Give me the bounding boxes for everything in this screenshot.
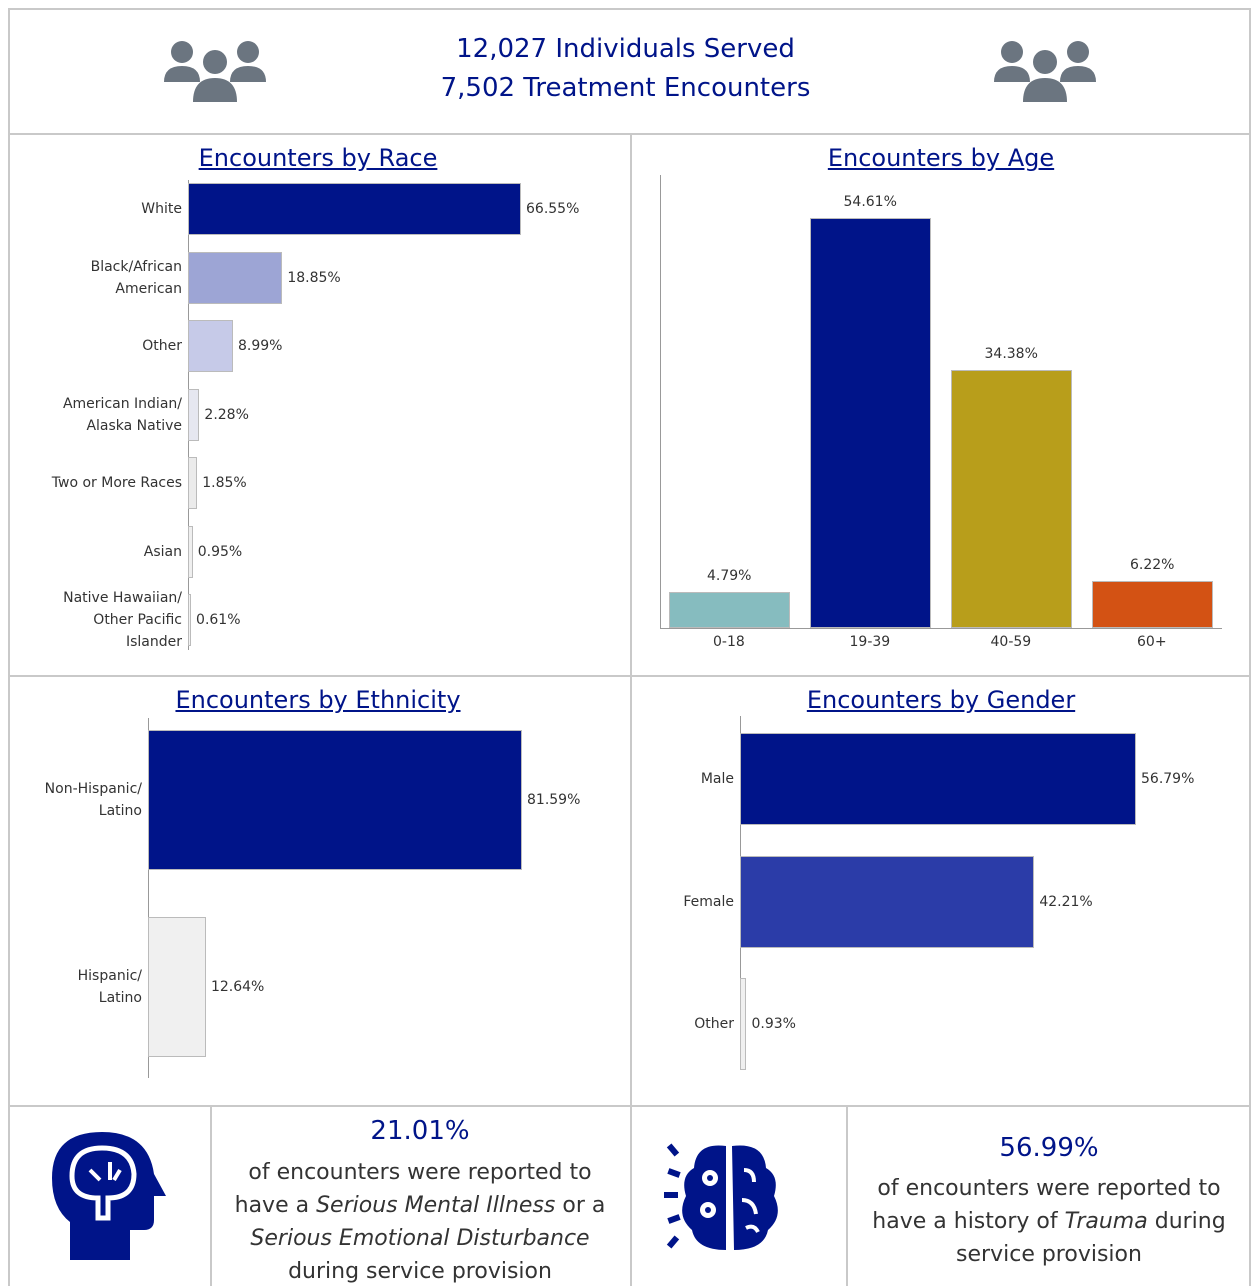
value-label: 66.55% <box>526 201 580 217</box>
category-label: American Indian/ Alaska Native <box>62 395 182 434</box>
header-line: 7,502 Treatment Encounters <box>440 73 811 103</box>
bar <box>740 733 1136 825</box>
stat-text-part: Trauma <box>1064 1209 1148 1234</box>
bar <box>188 594 192 646</box>
stat-text-part: of encounters were reported to have a hi… <box>872 1176 1221 1234</box>
value-label: 8.99% <box>237 338 283 354</box>
category-label: 19-39 <box>849 634 891 650</box>
stat-text-part: of encounters were reported to have a <box>234 1160 592 1218</box>
axis-line <box>660 175 661 628</box>
value-label: 12.64% <box>210 979 265 995</box>
category-label: Hispanic/ Latino <box>77 968 142 1006</box>
category-label: Two or More Races <box>51 475 182 491</box>
bar <box>148 730 522 870</box>
bar <box>188 525 193 578</box>
axis-line <box>148 718 149 1078</box>
bar <box>188 320 233 372</box>
axis-line <box>660 628 1222 629</box>
value-label: 0.95% <box>197 543 243 560</box>
category-label: Other <box>694 1016 734 1032</box>
category-label: 60+ <box>1137 634 1167 650</box>
category-label: White <box>141 201 182 217</box>
stat-text: of encounters were reported to have a Se… <box>230 1156 610 1286</box>
brain-icon <box>664 1143 778 1250</box>
bar <box>188 388 200 441</box>
category-label: Asian <box>143 543 182 560</box>
value-label: 54.61% <box>843 194 897 210</box>
chart-title: Encounters by Gender <box>806 686 1076 714</box>
category-label: Native Hawaiian/ Other Pacific Islander <box>63 590 182 650</box>
value-label: 6.22% <box>1130 557 1175 574</box>
value-label: 81.59% <box>527 792 581 808</box>
bar <box>188 457 198 509</box>
value-label: 42.21% <box>1039 893 1093 910</box>
chart-title: Encounters by Race <box>198 144 438 172</box>
chart-title: Encounters by Age <box>827 144 1055 172</box>
stat-value: 21.01% <box>370 1116 470 1146</box>
bar <box>148 917 206 1057</box>
stat-value: 56.99% <box>999 1133 1099 1163</box>
bar <box>668 592 790 628</box>
bar <box>1091 581 1213 628</box>
value-label: 34.38% <box>984 345 1038 362</box>
stat-text-part: during service provision <box>288 1259 552 1284</box>
people-icon <box>994 41 1096 102</box>
stat-panel <box>846 1105 1251 1286</box>
category-label: Female <box>683 893 734 910</box>
category-label: 0-18 <box>713 634 745 650</box>
stat-text-part: Serious Mental Illness <box>316 1193 556 1218</box>
bar <box>950 369 1072 628</box>
value-label: 4.79% <box>707 568 752 585</box>
category-label: Other <box>142 338 182 354</box>
category-label: Male <box>700 771 734 787</box>
stat-text: of encounters were reported to have a hi… <box>860 1172 1238 1271</box>
header-line: 12,027 Individuals Served <box>456 34 795 64</box>
stat-text-part: or a <box>555 1193 606 1218</box>
bar <box>809 218 931 628</box>
category-label: 40-59 <box>990 634 1032 650</box>
bar <box>740 855 1035 948</box>
value-label: 18.85% <box>287 269 341 286</box>
stat-text-part: during service provision <box>956 1209 1226 1267</box>
value-label: 0.93% <box>751 1016 796 1032</box>
category-label: Non-Hispanic/ Latino <box>44 781 142 819</box>
value-label: 0.61% <box>196 612 241 628</box>
people-icon <box>164 41 266 102</box>
value-label: 2.28% <box>204 406 249 423</box>
bar <box>188 251 283 304</box>
chart-title: Encounters by Ethnicity <box>175 686 461 714</box>
head-icon <box>52 1132 166 1260</box>
bar <box>188 183 521 235</box>
value-label: 56.79% <box>1141 771 1195 787</box>
stat-text-part: Serious Emotional Disturbance <box>250 1226 590 1251</box>
value-label: 1.85% <box>202 475 247 491</box>
bar <box>740 978 747 1070</box>
category-label: Black/African American <box>90 258 182 297</box>
